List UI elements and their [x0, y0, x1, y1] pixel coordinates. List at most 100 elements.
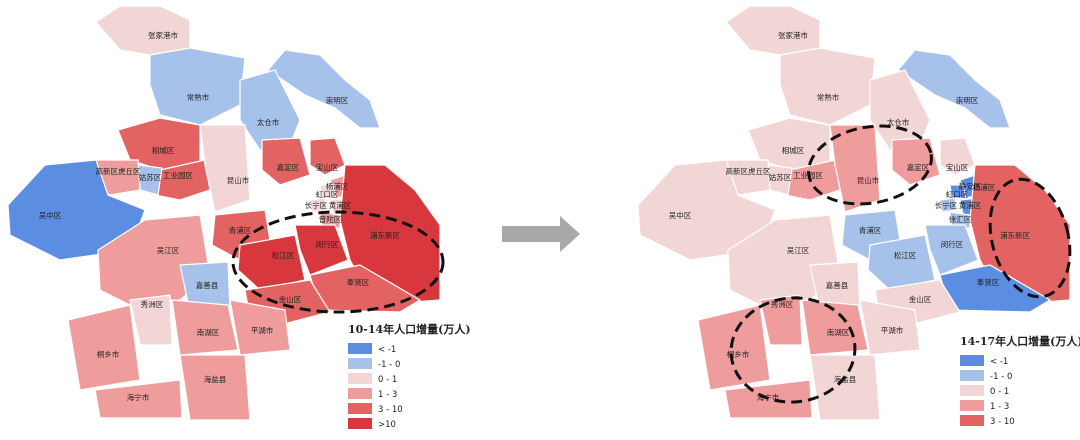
region-南湖区: [801, 299, 869, 356]
label-相城区: 相城区: [782, 145, 805, 155]
region-吴中区: [7, 159, 146, 261]
legend-2014-2017: 14-17年人口增量(万人) < -1 -1 - 0 0 - 1 1 - 3 3 - 10: [960, 334, 1080, 427]
legend-swatch: [960, 370, 984, 381]
legend-label: < -1: [378, 345, 396, 355]
label-秀洲区: 秀洲区: [141, 299, 164, 309]
label-高新区虎丘区: 高新区虎丘区: [726, 166, 771, 176]
region-桐乡市: [697, 304, 771, 391]
region-宝山区: [939, 137, 976, 176]
region-长宁区: [309, 197, 327, 213]
highlight-ellipses: [729, 124, 1072, 404]
label-海盐县: 海盐县: [204, 374, 227, 384]
legend-title: 14-17年人口增量(万人): [960, 334, 1080, 348]
label-闵行区: 闵行区: [941, 239, 964, 249]
label-杨浦区: 杨浦区: [326, 181, 349, 191]
region-宝山区: [309, 137, 346, 176]
label-平湖市: 平湖市: [881, 325, 904, 335]
label-奉贤区: 奉贤区: [347, 277, 370, 287]
label-青浦区: 青浦区: [229, 225, 252, 235]
legend-label: -1 - 0: [378, 360, 400, 370]
legend-label: < -1: [990, 357, 1008, 367]
label-平湖市: 平湖市: [251, 325, 274, 335]
label-黄浦区: 黄浦区: [959, 200, 982, 210]
label-吴中区: 吴中区: [669, 210, 692, 220]
label-常熟市: 常熟市: [187, 92, 210, 102]
region-徐汇区: [949, 211, 971, 229]
label-吴江区: 吴江区: [157, 246, 180, 255]
legend-swatch: [960, 385, 984, 396]
highlight-ellipse-pudong: [988, 177, 1072, 299]
label-奉贤区: 奉贤区: [977, 277, 1000, 287]
region-南湖区: [171, 299, 239, 356]
region-闵行区: [924, 224, 979, 276]
label-昆山市: 昆山市: [227, 175, 250, 185]
region-桐乡市: [67, 304, 141, 391]
label-长宁区: 长宁区: [935, 200, 958, 210]
label-宝山区: 宝山区: [316, 162, 339, 172]
label-桐乡市: 桐乡市: [727, 349, 750, 359]
legend-swatch: [960, 355, 984, 366]
label-虹口区: 虹口区: [316, 190, 339, 199]
region-崇明区: [267, 49, 381, 129]
region-海盐县: [179, 354, 251, 421]
label-虹口区: 虹口区: [946, 190, 969, 199]
highlight-ellipse-shanghai-suburbs: [231, 210, 445, 314]
label-海宁市: 海宁市: [127, 392, 150, 402]
region-海宁市: [94, 379, 183, 419]
legend-swatch: [348, 358, 372, 369]
region-嘉善县: [179, 261, 231, 313]
legend-swatch: [348, 418, 372, 429]
label-金山区: 金山区: [279, 294, 302, 304]
label-普陀区: 普陀区: [319, 214, 342, 224]
label-金山区: 金山区: [909, 294, 932, 304]
label-崇明区: 崇明区: [326, 96, 349, 105]
label-姑苏区: 姑苏区: [769, 172, 792, 182]
highlight-ellipse: [231, 210, 445, 314]
region-嘉善县: [809, 261, 861, 313]
region-吴中区: [637, 159, 776, 261]
region-平湖市: [229, 299, 291, 356]
label-高新区虎丘区: 高新区虎丘区: [96, 166, 141, 176]
label-工业园区: 工业园区: [163, 170, 193, 180]
right-arrow-icon: [502, 216, 580, 252]
region-海宁市: [724, 379, 813, 419]
label-闵行区: 闵行区: [316, 239, 339, 249]
label-嘉善县: 嘉善县: [196, 280, 219, 290]
legend-swatch: [960, 400, 984, 411]
label-相城区: 相城区: [152, 145, 175, 155]
label-浦东新区: 浦东新区: [370, 230, 400, 240]
label-静安区: 静安区: [959, 181, 982, 191]
label-崇明区: 崇明区: [956, 96, 979, 105]
label-常熟市: 常熟市: [817, 92, 840, 102]
highlight-ellipse-kunshan-jiading: [807, 124, 933, 206]
region-闵行区: [294, 224, 349, 276]
label-浦东新区: 浦东新区: [1000, 230, 1030, 240]
label-长宁区: 长宁区: [305, 200, 328, 210]
label-张家港市: 张家港市: [148, 30, 178, 40]
region-崇明区: [897, 49, 1011, 129]
region-秀洲区: [759, 294, 803, 346]
legend-swatch: [348, 403, 372, 414]
region-昆山市: [199, 124, 251, 213]
region-平湖市: [859, 299, 921, 356]
region-海盐县: [809, 354, 881, 421]
label-宝山区: 宝山区: [946, 162, 969, 172]
region-张家港市: [725, 5, 821, 56]
region-普陀区: [319, 211, 341, 229]
legend-swatch: [348, 388, 372, 399]
legend-label: 1 - 3: [378, 390, 397, 400]
highlight-ellipse-jiaxing: [729, 296, 857, 404]
legend-2010-2014: 10-14年人口增量(万人) < -1 -1 - 0 0 - 1 1 - 3 3 - 10…: [348, 322, 471, 430]
legend-label: 0 - 1: [378, 375, 397, 385]
legend-label: -1 - 0: [990, 372, 1012, 382]
legend-title: 10-14年人口增量(万人): [348, 322, 471, 336]
legend-swatch: [960, 415, 984, 426]
legend-label: >10: [378, 420, 396, 430]
region-长宁区: [939, 197, 957, 213]
label-嘉定区: 嘉定区: [907, 162, 930, 172]
label-松江区: 松江区: [894, 250, 917, 260]
label-南湖区: 南湖区: [827, 327, 850, 337]
label-吴江区: 吴江区: [787, 246, 810, 255]
